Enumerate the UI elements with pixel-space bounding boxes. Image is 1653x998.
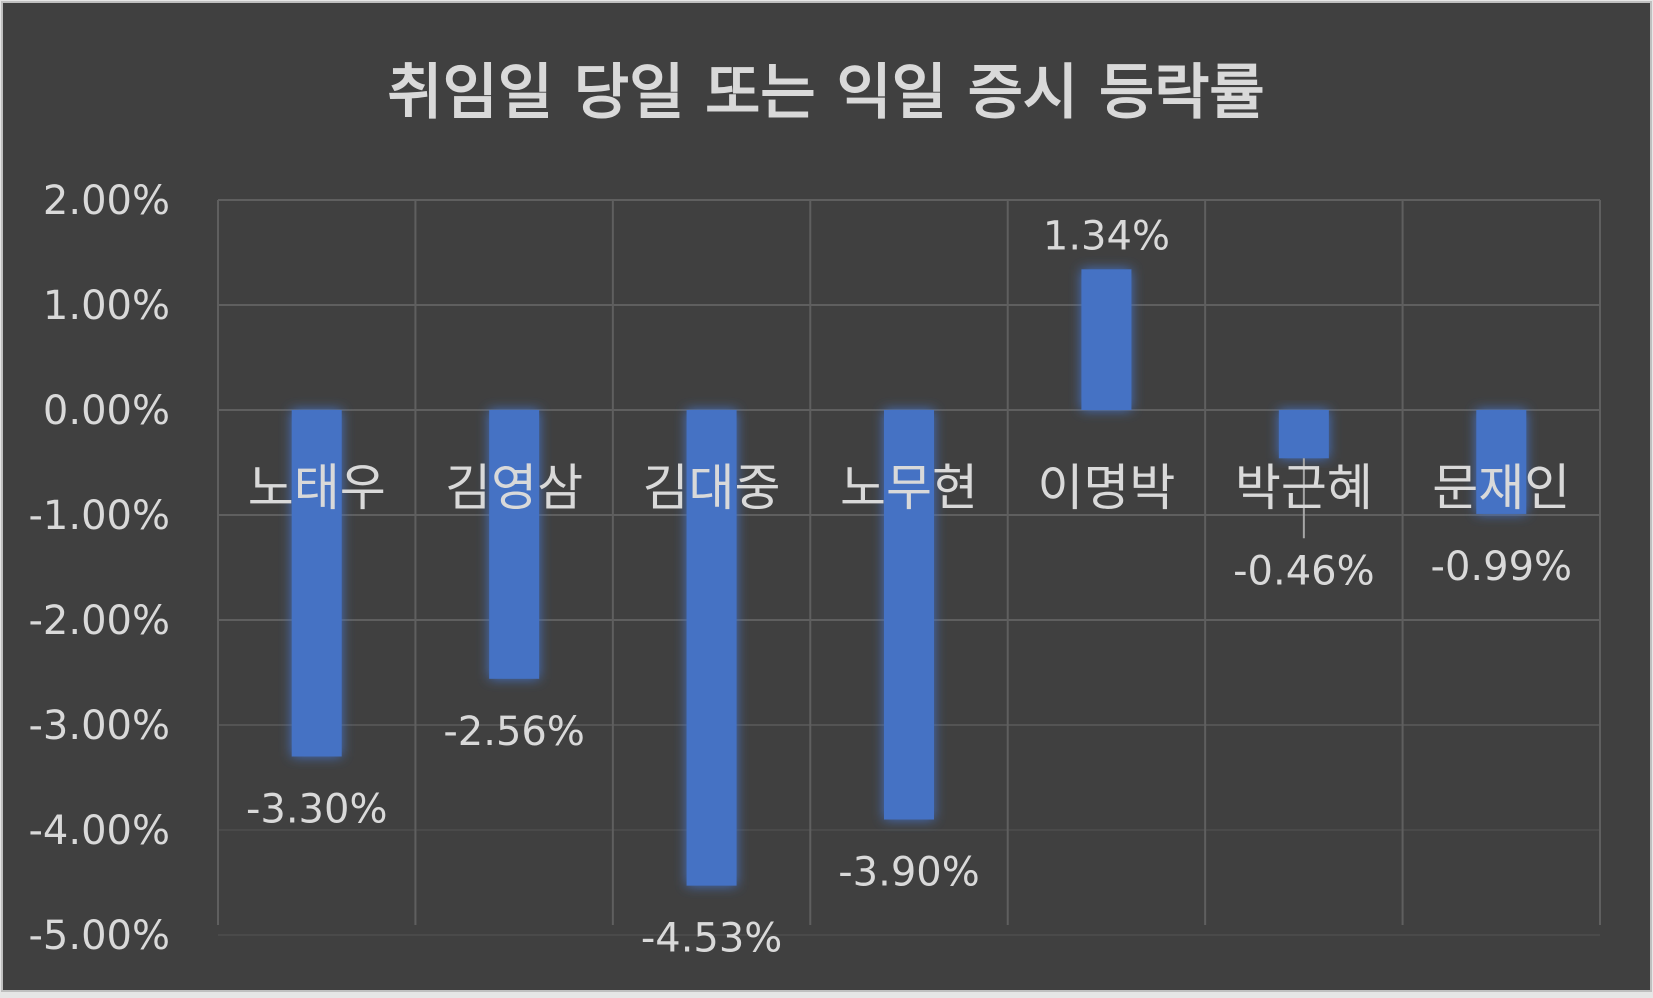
y-tick-label: 1.00% (43, 283, 170, 329)
category-label: 김영삼 (445, 459, 583, 517)
data-label: -3.30% (246, 787, 388, 833)
category-label: 이명박 (1037, 459, 1175, 517)
data-labels: -3.30% -2.56% -4.53% -3.90% 1.34% -0.46% -0.99… (246, 213, 1572, 961)
category-label: 노태우 (248, 459, 386, 517)
bars (291, 269, 1527, 886)
bar-김대중 (686, 410, 737, 886)
category-label: 김대중 (643, 459, 781, 517)
data-label: -0.99% (1431, 544, 1573, 590)
data-label: -3.90% (838, 850, 980, 896)
y-tick-label: 0.00% (43, 388, 170, 434)
y-tick-label: 2.00% (43, 178, 170, 224)
y-axis-tick-labels: 2.00% 1.00% 0.00% -1.00% -2.00% -3.00% -4.00% -… (28, 178, 170, 959)
gridlines (217, 199, 1601, 936)
data-label: -0.46% (1233, 548, 1375, 594)
y-tick-label: -1.00% (28, 493, 170, 539)
bar-문재인 (1476, 410, 1527, 514)
bar-노무현 (884, 410, 934, 820)
category-labels: 노태우 김영삼 김대중 노무현 이명박 박근혜 문재인 (248, 459, 1571, 517)
category-label: 노무현 (840, 459, 978, 517)
y-tick-label: -4.00% (28, 808, 170, 854)
bar-이명박 (1081, 269, 1132, 410)
category-label: 박근혜 (1235, 459, 1373, 517)
y-tick-label: -2.00% (28, 598, 170, 644)
data-label: -2.56% (443, 709, 585, 755)
bar-박근혜 (1278, 410, 1329, 459)
chart-title: 취임일 당일 또는 익일 증시 등락률 (387, 58, 1264, 128)
y-tick-label: -3.00% (28, 703, 170, 749)
bar-노태우 (291, 410, 342, 757)
category-label: 문재인 (1432, 459, 1570, 517)
data-label: -4.53% (641, 916, 783, 962)
data-label: 1.34% (1043, 213, 1170, 259)
bar-김영삼 (489, 410, 540, 679)
y-tick-label: -5.00% (28, 913, 170, 959)
